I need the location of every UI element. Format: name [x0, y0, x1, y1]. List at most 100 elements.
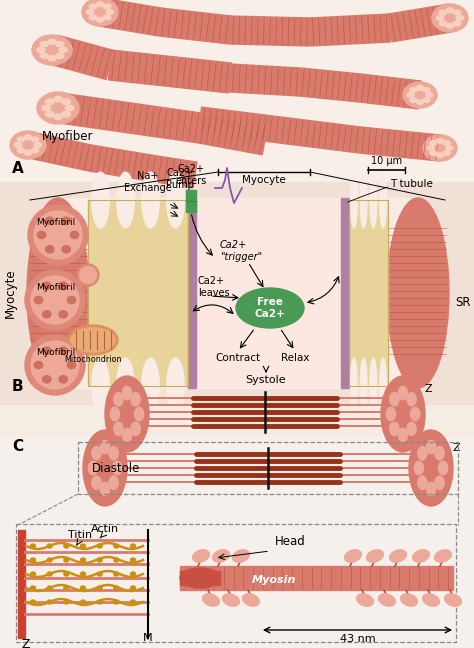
Ellipse shape — [418, 446, 427, 460]
Ellipse shape — [380, 358, 386, 414]
Ellipse shape — [30, 558, 36, 562]
Polygon shape — [199, 107, 282, 143]
Ellipse shape — [423, 87, 430, 92]
Ellipse shape — [427, 441, 436, 454]
Ellipse shape — [117, 358, 134, 414]
Text: Actin: Actin — [91, 524, 119, 534]
Ellipse shape — [82, 0, 118, 26]
Polygon shape — [173, 57, 232, 93]
Ellipse shape — [434, 550, 452, 562]
Text: Myofiber: Myofiber — [42, 130, 94, 143]
Ellipse shape — [131, 422, 140, 435]
Ellipse shape — [360, 172, 367, 228]
Text: C: C — [12, 439, 23, 454]
Ellipse shape — [62, 99, 71, 104]
Ellipse shape — [407, 93, 414, 97]
Ellipse shape — [366, 550, 383, 562]
Ellipse shape — [47, 600, 52, 604]
Polygon shape — [310, 14, 391, 46]
Ellipse shape — [37, 47, 45, 52]
Ellipse shape — [81, 572, 85, 576]
Ellipse shape — [114, 393, 123, 406]
Bar — [196, 200, 341, 386]
Ellipse shape — [70, 231, 79, 238]
Ellipse shape — [103, 15, 111, 20]
Ellipse shape — [430, 141, 437, 145]
Ellipse shape — [46, 246, 54, 253]
Polygon shape — [180, 566, 453, 590]
Polygon shape — [358, 74, 421, 109]
Ellipse shape — [398, 386, 408, 400]
Ellipse shape — [28, 205, 88, 265]
Ellipse shape — [67, 296, 76, 304]
Ellipse shape — [456, 16, 464, 21]
Polygon shape — [98, 0, 162, 36]
Ellipse shape — [222, 594, 240, 607]
Bar — [88, 200, 188, 386]
Text: Z: Z — [22, 638, 30, 648]
Ellipse shape — [437, 153, 444, 157]
Ellipse shape — [59, 47, 67, 52]
Ellipse shape — [106, 10, 114, 14]
Ellipse shape — [81, 558, 85, 562]
Ellipse shape — [112, 461, 122, 474]
Ellipse shape — [410, 87, 417, 92]
Ellipse shape — [81, 544, 85, 548]
Ellipse shape — [389, 550, 407, 562]
Text: 10 μm: 10 μm — [371, 156, 402, 166]
Bar — [341, 198, 349, 388]
Ellipse shape — [34, 362, 43, 369]
Ellipse shape — [167, 172, 184, 228]
Text: Z: Z — [425, 384, 433, 394]
Ellipse shape — [430, 151, 437, 156]
Text: Ca2+
enters: Ca2+ enters — [175, 165, 207, 186]
Ellipse shape — [142, 358, 159, 414]
Ellipse shape — [30, 572, 36, 576]
Ellipse shape — [130, 572, 136, 576]
Polygon shape — [128, 103, 202, 143]
Text: Ca2+
Pump: Ca2+ Pump — [166, 168, 194, 190]
Ellipse shape — [439, 21, 447, 26]
Ellipse shape — [439, 10, 447, 15]
Polygon shape — [299, 68, 361, 102]
Ellipse shape — [55, 41, 64, 47]
Ellipse shape — [92, 476, 101, 489]
Ellipse shape — [432, 4, 468, 32]
Ellipse shape — [435, 476, 444, 489]
Polygon shape — [359, 127, 441, 161]
Ellipse shape — [130, 586, 136, 590]
Text: 43 nm: 43 nm — [340, 634, 375, 644]
Ellipse shape — [114, 544, 119, 548]
Ellipse shape — [100, 482, 109, 496]
Ellipse shape — [92, 172, 109, 228]
Ellipse shape — [117, 172, 134, 228]
Ellipse shape — [453, 10, 461, 15]
Ellipse shape — [114, 572, 119, 576]
Ellipse shape — [64, 572, 69, 576]
Ellipse shape — [167, 358, 184, 414]
Ellipse shape — [88, 461, 98, 474]
Ellipse shape — [46, 111, 54, 117]
Text: M: M — [143, 633, 153, 643]
Ellipse shape — [40, 41, 48, 47]
Ellipse shape — [25, 335, 85, 395]
Text: Myosin: Myosin — [252, 575, 296, 585]
Ellipse shape — [110, 408, 119, 421]
Ellipse shape — [344, 550, 362, 562]
Ellipse shape — [30, 600, 36, 604]
Ellipse shape — [109, 476, 118, 489]
Text: A: A — [12, 161, 24, 176]
Polygon shape — [109, 50, 177, 87]
Bar — [0, 0, 474, 182]
Ellipse shape — [62, 217, 71, 224]
Ellipse shape — [96, 2, 104, 6]
Ellipse shape — [65, 105, 74, 111]
Ellipse shape — [422, 594, 440, 607]
Ellipse shape — [77, 264, 99, 286]
Ellipse shape — [380, 172, 386, 228]
Bar — [349, 200, 388, 386]
Text: Free
Ca2+: Free Ca2+ — [255, 297, 285, 319]
Text: Diastole: Diastole — [92, 463, 140, 476]
Polygon shape — [197, 113, 268, 155]
Ellipse shape — [14, 143, 22, 148]
